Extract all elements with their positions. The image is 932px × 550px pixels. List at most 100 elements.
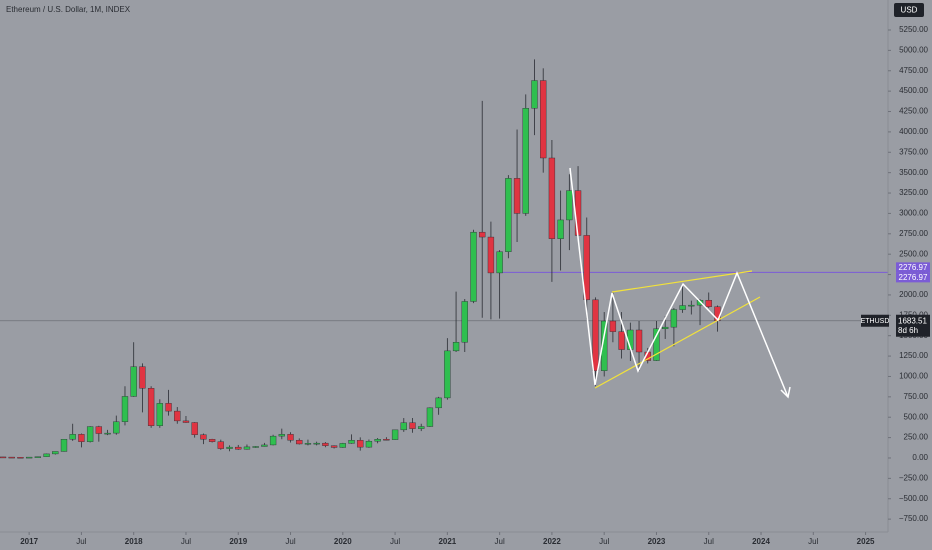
y-tick-label: 2500.00	[899, 249, 928, 258]
body	[287, 434, 294, 441]
wedge-upper	[611, 270, 753, 293]
body	[618, 331, 625, 350]
body	[426, 407, 434, 427]
body	[635, 329, 643, 353]
x-tick-label: Jul	[76, 537, 86, 546]
y-tick-label: 250.00	[904, 433, 929, 442]
body	[52, 451, 59, 455]
body	[540, 80, 547, 159]
wedge-lower	[594, 296, 761, 389]
body	[0, 456, 7, 459]
body	[304, 443, 312, 445]
body	[444, 350, 451, 399]
body	[374, 439, 381, 442]
x-tick-label: 2018	[125, 537, 143, 546]
body	[34, 456, 42, 458]
body	[548, 157, 556, 239]
body	[278, 434, 285, 437]
y-tick-label: 500.00	[904, 412, 929, 421]
currency: USD	[901, 6, 918, 15]
body	[330, 445, 338, 448]
y-tick-label: −500.00	[899, 494, 929, 503]
body	[43, 453, 50, 457]
y-tick-label: −250.00	[899, 473, 929, 482]
level-label: 2276.97	[899, 263, 928, 272]
currency-badge	[894, 3, 924, 17]
body	[391, 429, 399, 440]
y-tick-label: 4000.00	[899, 127, 928, 136]
symbol-label: ETHUSD	[861, 318, 890, 325]
y-tick-label: 1250.00	[899, 351, 928, 360]
body	[226, 446, 233, 449]
x-tick-label: 2025	[857, 537, 875, 546]
body	[348, 440, 355, 444]
body	[235, 446, 242, 450]
y-tick-label: 3750.00	[899, 147, 928, 156]
body	[365, 440, 373, 448]
y-tick-label: 4250.00	[899, 107, 928, 116]
body	[696, 300, 704, 306]
body	[269, 435, 277, 446]
body	[182, 420, 190, 423]
y-tick-label: 3500.00	[899, 168, 928, 177]
y-tick-label: 5250.00	[899, 25, 928, 34]
body	[505, 178, 512, 252]
body	[566, 190, 573, 221]
x-tick-label: 2021	[438, 537, 456, 546]
y-tick-label: 4750.00	[899, 66, 928, 75]
body	[69, 434, 76, 440]
x-tick-label: 2022	[543, 537, 561, 546]
body	[592, 299, 599, 371]
y-tick-label: 1000.00	[899, 372, 928, 381]
body	[479, 231, 486, 238]
body	[670, 309, 678, 328]
body	[252, 446, 259, 448]
x-tick-label: Jul	[390, 537, 400, 546]
x-tick-label: 2017	[20, 537, 38, 546]
body	[60, 439, 68, 452]
body	[383, 439, 390, 441]
body	[557, 219, 564, 239]
axis-layer: −750.00 −500.00 −250.00 0.00 250.00 500.00 750…	[20, 25, 930, 546]
body	[78, 434, 85, 442]
y-tick-label: −750.00	[899, 514, 929, 523]
y-tick-label: 2000.00	[899, 290, 928, 299]
last-price: 1683.51	[898, 316, 927, 325]
countdown: 8d 6h	[898, 326, 918, 335]
candles	[0, 59, 888, 459]
body	[418, 426, 425, 429]
level-label: 2276.97	[899, 273, 928, 282]
x-tick-label: Jul	[285, 537, 295, 546]
body	[583, 235, 590, 301]
body	[435, 397, 442, 409]
body	[609, 320, 617, 332]
body	[165, 403, 172, 412]
symbol-badge	[861, 314, 889, 327]
body	[130, 366, 137, 397]
body	[95, 426, 103, 434]
zigzag	[569, 167, 789, 398]
drawings	[569, 167, 791, 399]
x-tick-label: 2023	[648, 537, 666, 546]
x-tick-label: 2019	[229, 537, 247, 546]
body	[339, 443, 346, 448]
arrow-head	[780, 386, 791, 399]
body	[322, 442, 329, 446]
body	[191, 422, 198, 435]
body	[156, 403, 163, 426]
body	[104, 432, 111, 435]
body	[208, 439, 216, 442]
x-tick-label: Jul	[704, 537, 714, 546]
body	[261, 444, 268, 447]
body	[400, 422, 407, 431]
y-tick-label: 750.00	[904, 392, 929, 401]
body	[409, 422, 416, 429]
body	[487, 236, 495, 274]
chart-title: Ethereum / U.S. Dollar, 1M, INDEX	[6, 5, 131, 14]
body	[705, 300, 712, 307]
body	[574, 190, 582, 236]
body	[121, 396, 129, 422]
x-tick-label: 2020	[334, 537, 352, 546]
